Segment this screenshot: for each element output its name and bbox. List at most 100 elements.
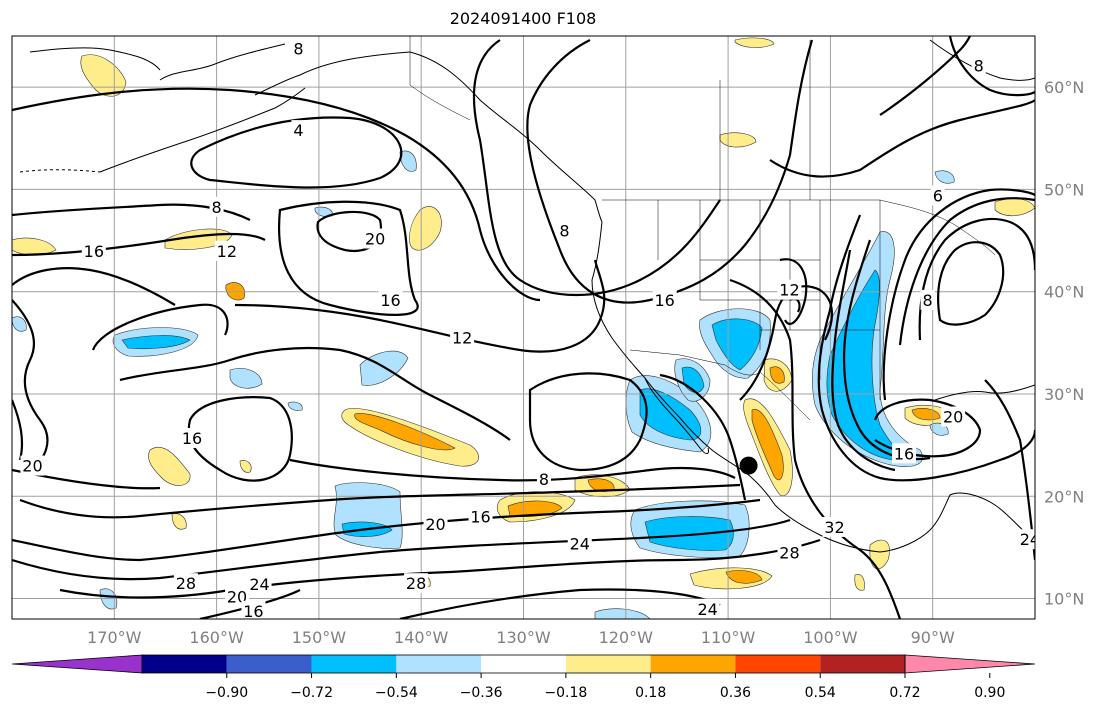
colorbar-tick-label: 0.72	[889, 685, 920, 701]
contour-line	[12, 518, 791, 581]
contour-label-halo	[241, 600, 266, 619]
contour-line	[769, 99, 1035, 178]
contour-value-label: 20	[22, 457, 42, 476]
us-canada-border	[602, 199, 996, 256]
shade-blob	[725, 570, 763, 584]
shade-blob	[854, 574, 865, 591]
contour-value-label: 16	[654, 291, 674, 310]
political-borders	[409, 36, 996, 421]
longitude-tick-label: 140°W	[394, 628, 449, 647]
gulf-coast	[934, 384, 1035, 401]
contour-value-label: 8	[539, 470, 549, 489]
shade-blob	[239, 460, 252, 473]
alaska-peninsula	[99, 87, 306, 173]
contour-label-halo	[822, 516, 847, 537]
colorbar-segment	[226, 655, 312, 673]
contour-value-label: 16	[84, 242, 104, 261]
contour-label-halo	[450, 327, 475, 348]
shade-blob	[229, 368, 263, 389]
contour-label-halo	[20, 455, 45, 476]
contour-label-halo	[695, 598, 720, 619]
latitude-tick-label: 40°N	[1044, 283, 1084, 302]
map-frame	[11, 35, 1036, 620]
contour-label-halo	[557, 220, 572, 241]
shade-blob	[934, 170, 955, 184]
shade-blob	[12, 316, 27, 332]
baja-peninsula	[644, 377, 709, 455]
colorbar-tick-label: −0.54	[375, 685, 418, 701]
colorbar-tick-label: 0.18	[635, 685, 666, 701]
contour-label-halo	[423, 513, 448, 534]
shade-blob	[80, 54, 127, 97]
contour-line	[278, 200, 419, 316]
latitude-tick-label: 20°N	[1044, 487, 1084, 506]
shade-blob	[994, 198, 1035, 217]
map-title: 2024091400 F108	[449, 9, 597, 28]
contour-value-label: 28	[176, 574, 196, 593]
contour-label-halo	[652, 289, 677, 310]
contour-line	[898, 197, 1035, 346]
contour-line	[948, 36, 1035, 97]
shade-blob	[639, 388, 702, 441]
shade-blob	[869, 539, 890, 570]
contour-label-halo	[404, 573, 429, 594]
contour-value-label: 16	[380, 291, 400, 310]
contour-line	[528, 372, 648, 472]
longitude-tick-label: 130°W	[496, 628, 551, 647]
contour-value-label: 24	[1020, 530, 1040, 549]
contour-line	[472, 39, 721, 297]
contour-line	[187, 396, 293, 482]
contour-line	[817, 214, 1035, 482]
contour-label-halo	[777, 542, 802, 563]
contour-label-halo	[930, 185, 945, 206]
alaska-coast	[29, 43, 411, 96]
contour-value-label: 12	[779, 281, 799, 300]
contour-label-halo	[536, 468, 551, 489]
contour-value-label: 16	[182, 429, 202, 448]
shade-blob	[287, 401, 303, 411]
contour-line	[234, 259, 606, 353]
contour-value-label: 12	[217, 242, 237, 261]
contour-line	[842, 239, 931, 461]
contour-value-label: 20	[425, 515, 445, 534]
colorbar	[11, 654, 1036, 674]
colorbar-segment	[311, 655, 397, 673]
contour-value-label: 16	[470, 508, 490, 527]
aleutians	[19, 169, 101, 173]
hudson-coast	[929, 39, 1035, 81]
contour-value-label: 28	[779, 544, 799, 563]
longitude-tick-label: 90°W	[911, 628, 955, 647]
colorbar-tick-label: 0.90	[974, 685, 1005, 701]
contour-value-label: 24	[570, 534, 590, 553]
longitude-tick-label: 100°W	[803, 628, 858, 647]
latitude-tick-label: 60°N	[1044, 78, 1084, 97]
longitude-tick-label: 110°W	[701, 628, 756, 647]
contour-value-label: 20	[943, 407, 963, 426]
alaska-panhandle	[409, 51, 603, 223]
contour-value-label: 16	[243, 602, 263, 621]
negative-shading	[12, 150, 955, 619]
contour-line	[831, 249, 896, 472]
contour-label-halo	[214, 240, 239, 261]
contour-label-halo	[173, 573, 198, 594]
contour-value-label: 8	[293, 39, 303, 58]
colorbar-tick-label: −0.18	[544, 685, 587, 701]
longitude-tick-label: 120°W	[599, 628, 654, 647]
shade-blob	[594, 608, 651, 619]
shade-blob	[121, 335, 191, 350]
contour-value-label: 8	[922, 291, 932, 310]
contour-label-halo	[468, 506, 493, 527]
contour-label-halo	[81, 240, 106, 261]
contour-line	[59, 538, 821, 599]
contour-label-halo	[920, 289, 935, 310]
contour-label-halo	[180, 427, 205, 448]
shade-blob	[148, 446, 191, 486]
shade-blob	[12, 237, 57, 256]
shade-blob	[333, 482, 403, 549]
contour-value-label: 24	[697, 600, 717, 619]
colorbar-outline	[141, 654, 906, 674]
contour-line	[937, 241, 1005, 326]
longitude-tick-label: 170°W	[87, 628, 142, 647]
contour-line	[729, 278, 902, 619]
